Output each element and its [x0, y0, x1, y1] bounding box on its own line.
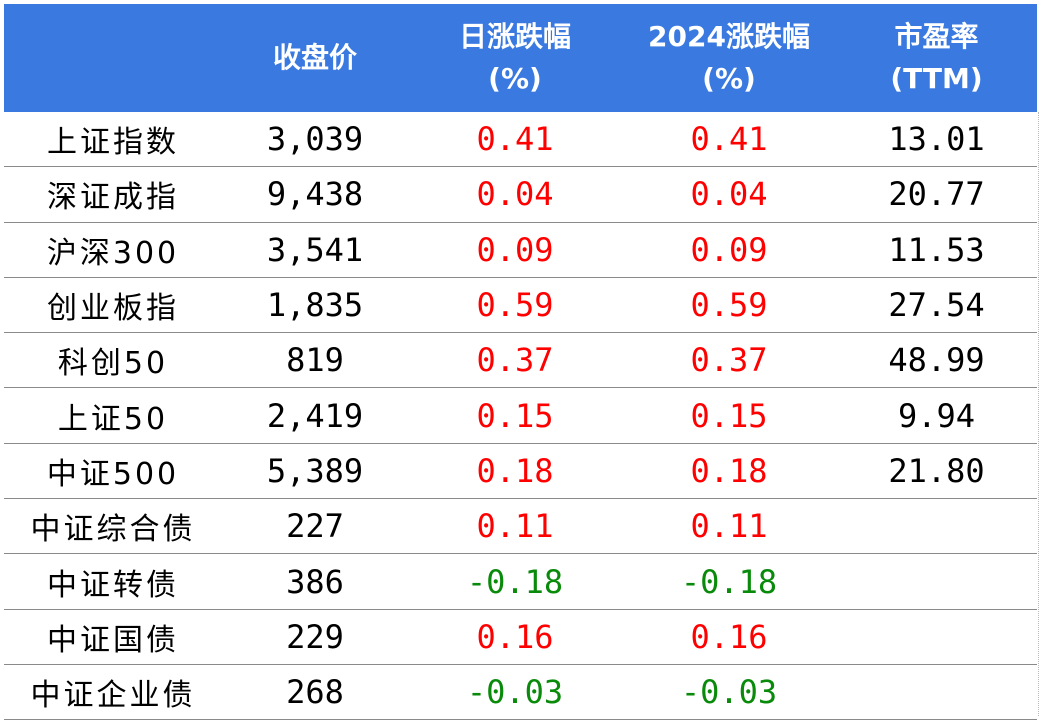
daily-change-cell: 0.16	[408, 609, 622, 665]
ytd-change-cell: -0.18	[622, 553, 836, 610]
header-daily-change: 日涨跌幅 (%)	[408, 4, 622, 112]
index-name-cell: 科创50	[4, 332, 222, 389]
index-name-cell: 中证转债	[4, 553, 222, 610]
header-ytd-change: 2024涨跌幅 (%)	[622, 4, 836, 112]
index-name-cell: 中证企业债	[4, 664, 222, 720]
close-price-cell: 227	[222, 498, 408, 555]
ytd-change-cell: -0.03	[622, 664, 836, 720]
pe-ttm-cell: 20.77	[836, 166, 1037, 223]
ytd-change-cell: 0.15	[622, 387, 836, 444]
close-price-cell: 2,419	[222, 387, 408, 444]
daily-change-cell: 0.11	[408, 498, 622, 555]
daily-change-cell: 0.41	[408, 112, 622, 168]
index-name-cell: 沪深300	[4, 222, 222, 278]
right-edge-dotted-line	[1037, 112, 1039, 716]
header-index-name	[4, 4, 222, 112]
table-row: 深证成指 9,438 0.04 0.04 20.77	[4, 166, 1037, 223]
pe-ttm-cell: 27.54	[836, 277, 1037, 334]
pe-ttm-cell: 13.01	[836, 112, 1037, 168]
pe-ttm-cell	[836, 498, 1037, 555]
table-row: 中证转债 386 -0.18 -0.18	[4, 553, 1037, 610]
ytd-change-cell: 0.09	[622, 222, 836, 278]
pe-ttm-cell	[836, 609, 1037, 665]
pe-ttm-cell	[836, 664, 1037, 720]
index-name-cell: 中证综合债	[4, 498, 222, 555]
daily-change-cell: 0.09	[408, 222, 622, 278]
index-name-cell: 深证成指	[4, 166, 222, 223]
pe-ttm-cell: 11.53	[836, 222, 1037, 278]
header-line1: 日涨跌幅	[458, 20, 571, 53]
table-header-row: 收盘价 日涨跌幅 (%) 2024涨跌幅 (%) 市盈率 (TTM)	[4, 4, 1037, 112]
pe-ttm-cell: 21.80	[836, 443, 1037, 500]
daily-change-cell: -0.03	[408, 664, 622, 720]
daily-change-cell: 0.04	[408, 166, 622, 223]
header-line1: 收盘价	[272, 41, 357, 74]
pe-ttm-cell	[836, 553, 1037, 610]
pe-ttm-cell: 48.99	[836, 332, 1037, 389]
pe-ttm-cell: 9.94	[836, 387, 1037, 444]
table-row: 科创50 819 0.37 0.37 48.99	[4, 332, 1037, 389]
ytd-change-cell: 0.04	[622, 166, 836, 223]
close-price-cell: 1,835	[222, 277, 408, 334]
close-price-cell: 268	[222, 664, 408, 720]
table-row: 创业板指 1,835 0.59 0.59 27.54	[4, 277, 1037, 334]
index-name-cell: 中证国债	[4, 609, 222, 665]
index-name-cell: 上证50	[4, 387, 222, 444]
header-close-price: 收盘价	[222, 4, 408, 112]
ytd-change-cell: 0.11	[622, 498, 836, 555]
ytd-change-cell: 0.41	[622, 112, 836, 168]
header-pe-ttm: 市盈率 (TTM)	[836, 4, 1037, 112]
header-line2: (%)	[488, 62, 542, 95]
close-price-cell: 819	[222, 332, 408, 389]
close-price-cell: 9,438	[222, 166, 408, 223]
table-row: 中证企业债 268 -0.03 -0.03	[4, 664, 1037, 720]
daily-change-cell: 0.15	[408, 387, 622, 444]
table-row: 上证指数 3,039 0.41 0.41 13.01	[4, 112, 1037, 168]
ytd-change-cell: 0.37	[622, 332, 836, 389]
index-name-cell: 上证指数	[4, 112, 222, 168]
close-price-cell: 3,039	[222, 112, 408, 168]
ytd-change-cell: 0.59	[622, 277, 836, 334]
daily-change-cell: 0.18	[408, 443, 622, 500]
market-summary-table: 收盘价 日涨跌幅 (%) 2024涨跌幅 (%) 市盈率 (TTM) 上证指数 3…	[4, 4, 1037, 720]
market-summary-table-container: 收盘价 日涨跌幅 (%) 2024涨跌幅 (%) 市盈率 (TTM) 上证指数 3…	[4, 4, 1037, 720]
daily-change-cell: 0.37	[408, 332, 622, 389]
close-price-cell: 3,541	[222, 222, 408, 278]
table-row: 上证50 2,419 0.15 0.15 9.94	[4, 387, 1037, 444]
index-name-cell: 创业板指	[4, 277, 222, 334]
ytd-change-cell: 0.18	[622, 443, 836, 500]
daily-change-cell: 0.59	[408, 277, 622, 334]
header-line2: (TTM)	[890, 62, 983, 95]
table-row: 中证500 5,389 0.18 0.18 21.80	[4, 443, 1037, 500]
ytd-change-cell: 0.16	[622, 609, 836, 665]
table-row: 沪深300 3,541 0.09 0.09 11.53	[4, 222, 1037, 278]
table-row: 中证综合债 227 0.11 0.11	[4, 498, 1037, 555]
index-name-cell: 中证500	[4, 443, 222, 500]
table-row: 中证国债 229 0.16 0.16	[4, 609, 1037, 665]
close-price-cell: 5,389	[222, 443, 408, 500]
header-line1: 市盈率	[894, 20, 979, 53]
close-price-cell: 229	[222, 609, 408, 665]
daily-change-cell: -0.18	[408, 553, 622, 610]
header-line1: 2024涨跌幅	[648, 20, 810, 53]
close-price-cell: 386	[222, 553, 408, 610]
header-line2: (%)	[702, 62, 756, 95]
